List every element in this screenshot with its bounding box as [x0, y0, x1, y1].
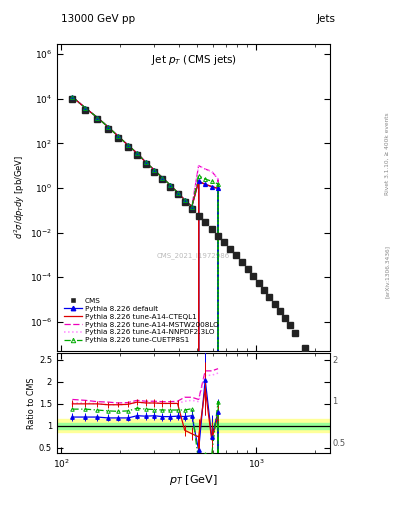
Text: CMS_2021_I1972986: CMS_2021_I1972986	[157, 252, 230, 259]
Y-axis label: $d^{2}\sigma/dp_{T}dy$ [pb/GeV]: $d^{2}\sigma/dp_{T}dy$ [pb/GeV]	[13, 155, 27, 239]
Text: Rivet 3.1.10, ≥ 400k events: Rivet 3.1.10, ≥ 400k events	[385, 112, 390, 195]
Text: 13000 GeV pp: 13000 GeV pp	[61, 14, 135, 25]
Y-axis label: Ratio to CMS: Ratio to CMS	[27, 377, 36, 429]
Text: 1: 1	[332, 397, 338, 407]
Text: Jets: Jets	[317, 14, 336, 25]
Text: Jet $p_{T}$ (CMS jets): Jet $p_{T}$ (CMS jets)	[151, 53, 237, 67]
Text: 2: 2	[332, 356, 338, 366]
X-axis label: $p_{T}$ [GeV]: $p_{T}$ [GeV]	[169, 473, 218, 487]
Text: [arXiv:1306.3436]: [arXiv:1306.3436]	[385, 245, 390, 298]
Text: 0.5: 0.5	[332, 439, 345, 449]
Legend: CMS, Pythia 8.226 default, Pythia 8.226 tune-A14-CTEQL1, Pythia 8.226 tune-A14-M: CMS, Pythia 8.226 default, Pythia 8.226 …	[63, 297, 219, 344]
